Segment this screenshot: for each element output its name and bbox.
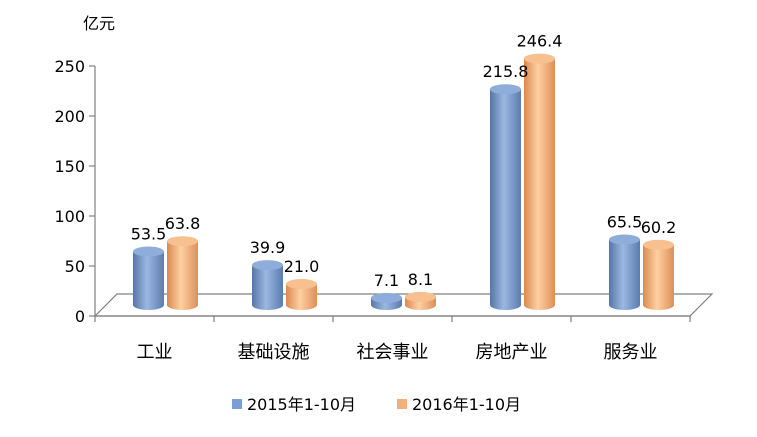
legend-swatch-2015 (232, 399, 242, 409)
y-tick-label: 200 (54, 107, 85, 126)
bar-top (643, 239, 674, 250)
bar-2015 (609, 239, 640, 310)
data-label: 7.1 (374, 271, 399, 290)
bar-top (371, 292, 402, 303)
y-tick-label: 250 (54, 57, 85, 76)
legend-swatch-2016 (397, 399, 407, 409)
y-tick-label: 50 (65, 257, 85, 276)
category-label: 房地产业 (476, 342, 548, 363)
bar-top (286, 279, 317, 289)
legend-label-2015: 2015年1-10月 (247, 395, 356, 414)
legend: 2015年1-10月 2016年1-10月 (232, 395, 521, 414)
y-tick-label: 0 (75, 307, 85, 326)
category-label: 基础设施 (238, 342, 310, 363)
y-unit-label: 亿元 (83, 14, 115, 33)
bar-top (609, 234, 640, 245)
data-label: 65.5 (607, 213, 643, 232)
data-label: 215.8 (483, 62, 529, 81)
data-label: 246.4 (517, 32, 563, 51)
bars-group (133, 53, 674, 310)
category-label: 服务业 (604, 342, 658, 363)
y-axis: 0 50 100 150 200 250 (54, 57, 96, 326)
bar-top (167, 236, 198, 247)
bar-2016 (524, 58, 555, 310)
bar-2015 (490, 89, 521, 310)
data-labels-group: 53.563.8 39.921.0 7.1 8.1 215.8 246.4 65.560.2 (131, 32, 677, 290)
data-label: 60.2 (641, 218, 677, 237)
data-label: 8.1 (408, 270, 433, 289)
data-label: 21.0 (284, 257, 320, 276)
bar-top (490, 84, 521, 95)
data-label: 53.5 (131, 225, 167, 244)
x-axis: 工业 基础设施 社会事业 房地产业 服务业 (94, 316, 691, 363)
y-tick-label: 100 (54, 207, 85, 226)
bar-2015 (252, 265, 283, 310)
data-label: 63.8 (165, 214, 201, 233)
bar-2015 (133, 251, 164, 310)
bar-top (405, 291, 436, 302)
bar-2016 (286, 284, 317, 310)
category-label: 社会事业 (357, 342, 429, 363)
bar-top (133, 246, 164, 257)
legend-label-2016: 2016年1-10月 (412, 395, 521, 414)
bar-top (252, 260, 283, 271)
bar-2016 (643, 244, 674, 310)
bar-top (524, 53, 555, 64)
bar-2016 (167, 241, 198, 310)
data-label: 39.9 (250, 238, 286, 257)
category-label: 工业 (137, 342, 173, 363)
plot-frame (93, 293, 714, 317)
y-tick-label: 150 (54, 157, 85, 176)
